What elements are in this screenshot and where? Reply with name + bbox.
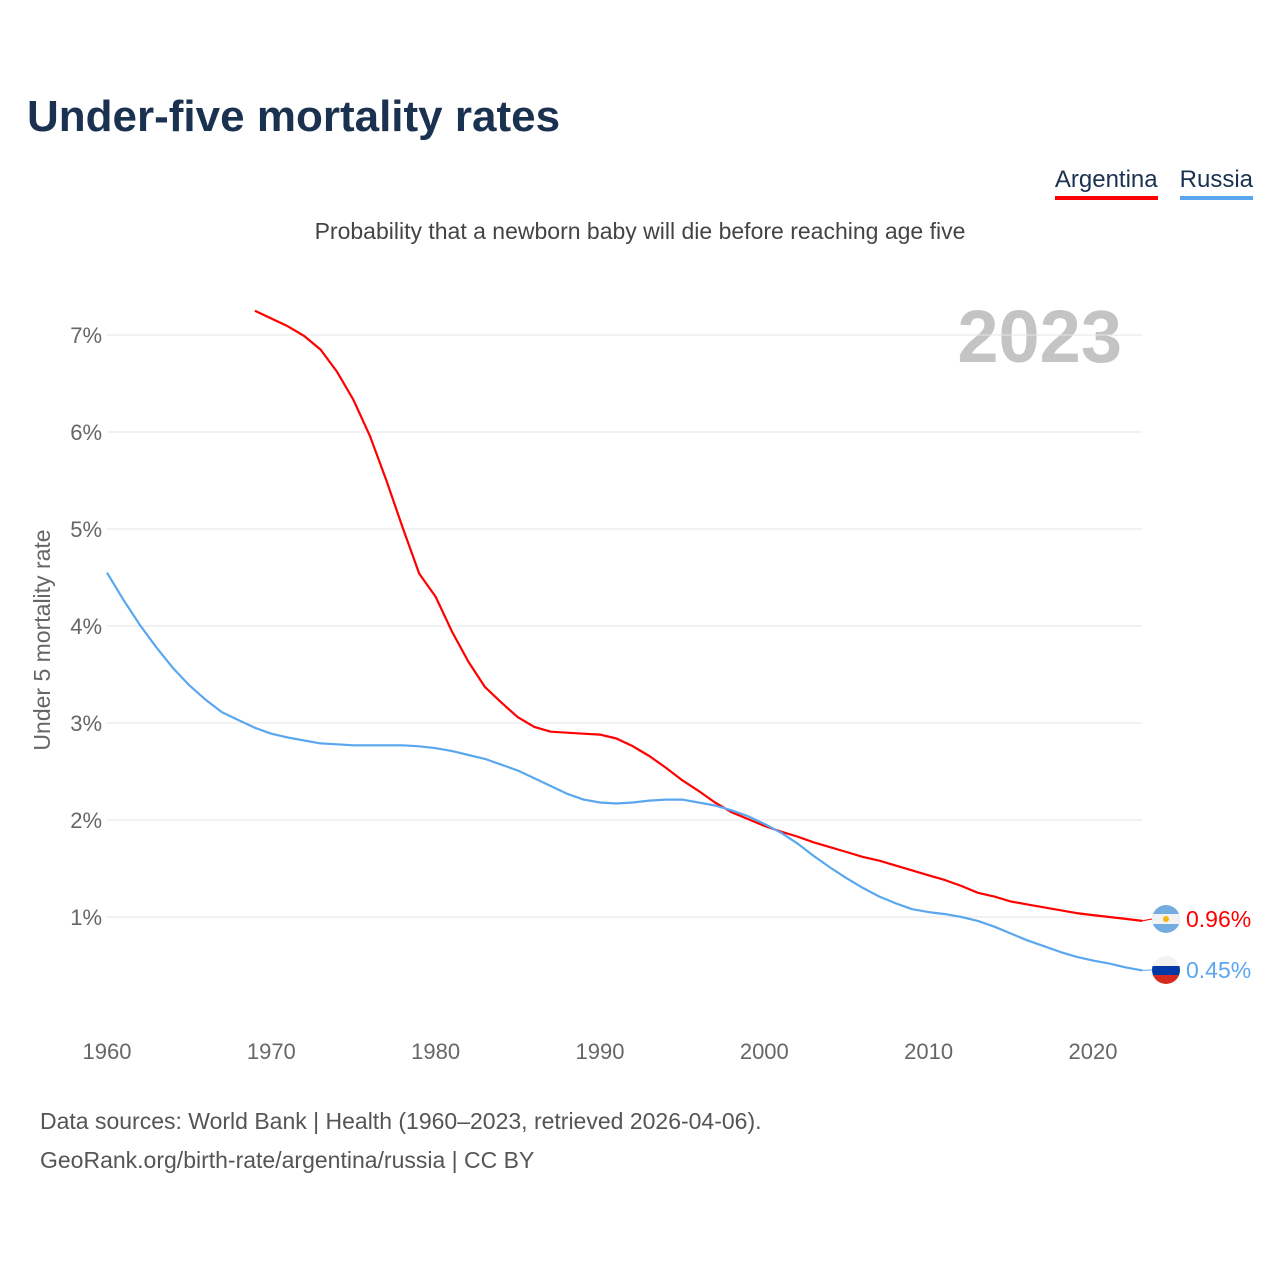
series-line-russia — [106, 572, 1143, 972]
y-tick-label: 6% — [70, 420, 102, 445]
flag — [1152, 956, 1180, 984]
x-tick-label: 2010 — [904, 1039, 953, 1064]
x-tick-label: 1960 — [83, 1039, 132, 1064]
x-tick-label: 2020 — [1069, 1039, 1118, 1064]
series-line-argentina — [254, 309, 1143, 922]
x-tick-label: 1970 — [247, 1039, 296, 1064]
legend: Argentina Russia — [1054, 166, 1253, 200]
y-tick-label: 1% — [70, 905, 102, 930]
source-url[interactable]: GeoRank.org/birth-rate/argentina/russia … — [40, 1147, 535, 1173]
flag — [1152, 905, 1180, 933]
y-tick-label: 7% — [70, 323, 102, 348]
flag-stripe — [1152, 975, 1180, 984]
y-tick-label: 4% — [70, 614, 102, 639]
flag-sun — [1163, 916, 1169, 922]
chart-title: Under-five mortality rates — [27, 92, 561, 141]
source-line: Data sources: World Bank | Health (1960–… — [40, 1108, 762, 1134]
x-tick-label: 2000 — [740, 1039, 789, 1064]
x-tick-label: 1990 — [576, 1039, 625, 1064]
end-value-label: 0.96% — [1186, 906, 1251, 932]
flag-stripe — [1152, 956, 1180, 966]
x-tick-label: 1980 — [411, 1039, 460, 1064]
y-tick-label: 5% — [70, 517, 102, 542]
legend-russia[interactable]: Russia — [1179, 166, 1253, 200]
legend-argentina[interactable]: Argentina — [1054, 166, 1158, 200]
argentina-flag-icon — [1152, 905, 1180, 933]
y-tick-label: 3% — [70, 711, 102, 736]
flag-stripe — [1152, 966, 1180, 975]
connector — [1141, 918, 1153, 922]
y-tick-label: 2% — [70, 808, 102, 833]
chart-subtitle: Probability that a newborn baby will die… — [314, 218, 966, 244]
year-watermark: 2023 — [957, 295, 1122, 378]
y-axis-label: Under 5 mortality rate — [29, 529, 55, 750]
end-value-label: 0.45% — [1186, 957, 1251, 983]
russia-flag-icon — [1152, 956, 1180, 984]
